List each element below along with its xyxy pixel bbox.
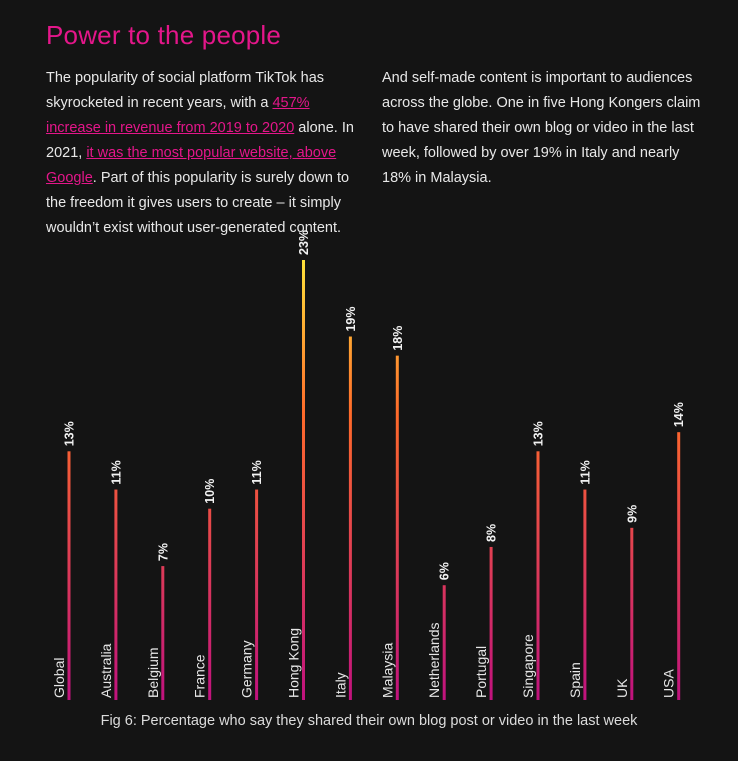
value-label: 7% — [156, 543, 170, 561]
value-label: 9% — [625, 505, 639, 523]
intro-paragraph-left: The popularity of social platform TikTok… — [46, 66, 366, 241]
bar-malaysia — [395, 355, 399, 700]
category-label: Malaysia — [379, 643, 395, 698]
bar-germany — [255, 489, 259, 700]
bar-global — [67, 451, 71, 700]
value-label: 18% — [391, 326, 405, 351]
bar-italy — [348, 336, 352, 700]
intro-paragraph-right: And self-made content is important to au… — [382, 70, 701, 186]
most-popular-website-link[interactable]: it was the most popular website, above G… — [46, 145, 337, 186]
category-label: France — [192, 654, 208, 698]
page-title: Power to the people — [46, 20, 282, 50]
value-label: 8% — [485, 524, 499, 542]
bar-hong-kong — [302, 260, 305, 700]
value-label: 6% — [438, 562, 452, 580]
category-label: Singapore — [520, 634, 536, 698]
category-label: Spain — [567, 662, 583, 698]
value-label: 23% — [297, 230, 311, 255]
category-label: Belgium — [145, 647, 161, 698]
intro-text-3: . Part of this popularity is surely down… — [46, 170, 350, 236]
category-label: Netherlands — [426, 623, 442, 699]
category-label: UK — [614, 678, 630, 698]
bar-usa — [677, 432, 681, 700]
value-label: 13% — [532, 421, 546, 446]
bar-portugal — [489, 546, 493, 700]
figure-caption: Fig 6: Percentage who say they shared th… — [100, 713, 638, 729]
category-label: Australia — [98, 643, 114, 698]
bar-france — [208, 508, 212, 700]
bar-singapore — [536, 451, 540, 700]
value-label: 13% — [63, 421, 77, 446]
category-label: Global — [51, 658, 67, 698]
category-label: Italy — [332, 672, 348, 698]
category-label: USA — [661, 669, 677, 698]
bar-belgium — [161, 566, 165, 700]
value-label: 10% — [203, 479, 217, 504]
value-label: 11% — [109, 460, 123, 484]
category-label: Hong Kong — [286, 628, 302, 698]
value-label: 11% — [250, 460, 264, 484]
category-label: Germany — [239, 640, 255, 698]
intro-text-2: alone. In 2021, — [46, 120, 354, 161]
bar-australia — [114, 489, 118, 700]
bar-netherlands — [442, 585, 446, 700]
bar-spain — [583, 489, 587, 700]
value-label: 19% — [344, 306, 358, 331]
value-label: 11% — [578, 460, 592, 484]
bar-uk — [630, 527, 634, 700]
value-label: 14% — [672, 402, 686, 427]
revenue-increase-link[interactable]: 457% increase in revenue from 2019 to 20… — [46, 95, 310, 136]
category-label: Portugal — [473, 646, 489, 698]
intro-text-1: The popularity of social platform TikTok… — [46, 70, 325, 111]
